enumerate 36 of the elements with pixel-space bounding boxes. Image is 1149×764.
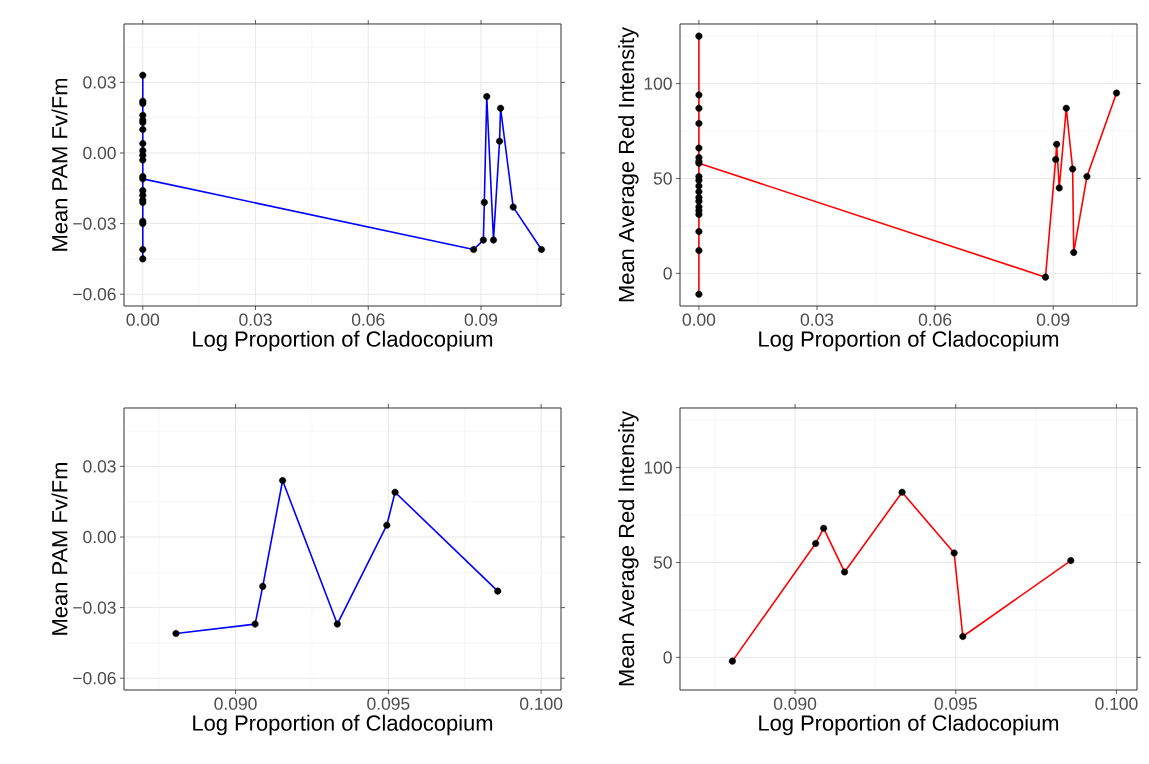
y-tick-label: −0.03 xyxy=(73,217,116,230)
x-tick-label: 0.100 xyxy=(520,697,563,710)
y-tick-label: 100 xyxy=(644,77,672,90)
x-axis-title: Log Proportion of Cladocopium xyxy=(759,330,1059,352)
x-tick-label: 0.03 xyxy=(239,313,272,326)
y-tick-label: −0.06 xyxy=(73,672,116,685)
x-tick-label: 0.090 xyxy=(214,697,257,710)
y-tick-label: 100 xyxy=(644,461,672,474)
x-tick-label: 0.00 xyxy=(126,313,160,326)
x-tick-label: 0.100 xyxy=(1095,697,1138,710)
y-axis-title: Mean PAM Fv/Fm xyxy=(51,78,68,251)
x-tick-label: 0.095 xyxy=(934,697,977,710)
x-tick-label: 0.06 xyxy=(918,313,952,326)
y-tick-label: 50 xyxy=(653,172,672,185)
y-tick-label: −0.06 xyxy=(73,288,116,301)
x-tick-label: 0.06 xyxy=(351,313,385,326)
y-axis-title: Mean Average Red Intensity xyxy=(618,411,639,686)
x-axis-title: Log Proportion of Cladocopium xyxy=(759,714,1059,736)
x-axis-title: Log Proportion of Cladocopium xyxy=(193,330,493,352)
x-tick-label: 0.090 xyxy=(773,697,817,710)
y-tick-label: 0.00 xyxy=(83,530,116,544)
y-tick-label: 0.03 xyxy=(83,460,116,473)
y-tick-label: −0.03 xyxy=(73,601,116,614)
x-tick-label: 0.095 xyxy=(367,697,410,710)
x-tick-label: 0.03 xyxy=(800,313,834,326)
y-axis-title: Mean PAM Fv/Fm xyxy=(51,462,68,635)
x-tick-label: 0.09 xyxy=(1036,313,1070,326)
x-tick-label: 0.00 xyxy=(682,313,716,326)
y-tick-label: 0.00 xyxy=(83,146,116,160)
x-axis-title: Log Proportion of Cladocopium xyxy=(193,714,493,736)
x-tick-label: 0.09 xyxy=(464,313,498,326)
y-axis-title: Mean Average Red Intensity xyxy=(618,26,639,302)
y-tick-label: 50 xyxy=(653,556,672,569)
y-tick-label: 0 xyxy=(663,651,672,664)
y-tick-label: 0 xyxy=(663,267,672,280)
y-tick-label: 0.03 xyxy=(83,76,116,89)
